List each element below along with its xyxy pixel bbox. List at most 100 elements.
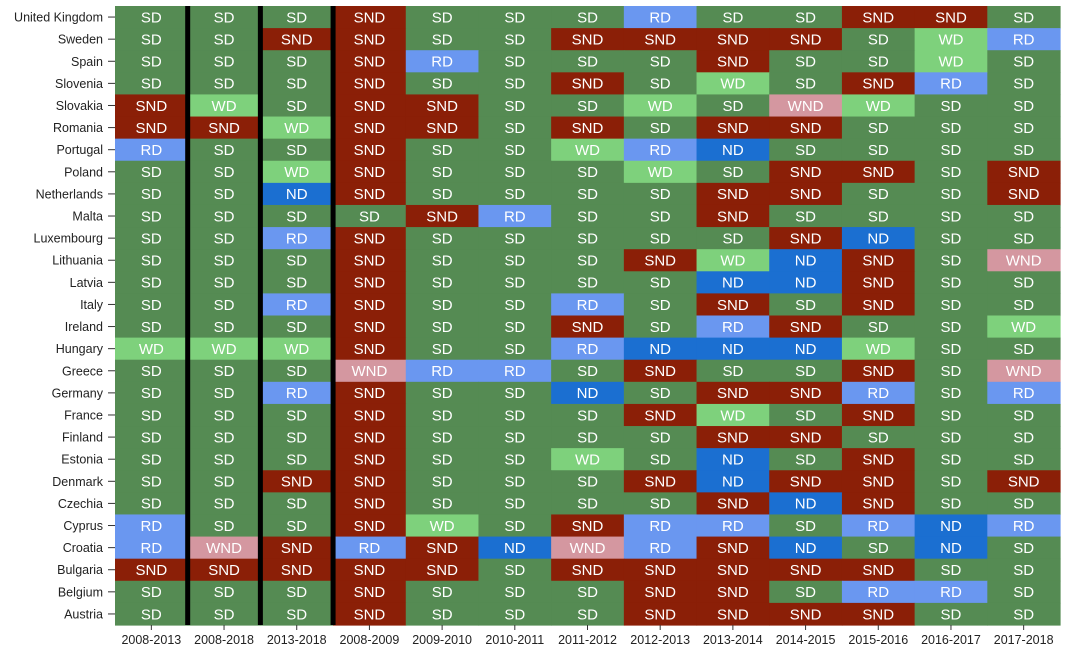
heatmap-cell [769, 116, 843, 140]
cell-value-label: SD [795, 518, 816, 535]
cell-value-label: SD [941, 319, 962, 336]
heatmap-cell [405, 602, 480, 626]
heatmap-cell [987, 204, 1061, 228]
cell-value-label: SD [941, 363, 962, 380]
heatmap-cell [987, 293, 1061, 317]
heatmap-cell [696, 448, 770, 471]
heatmap-cell [769, 182, 843, 206]
heatmap-cell [260, 359, 334, 383]
cell-value-label: WND [788, 98, 824, 115]
cell-value-label: SND [644, 562, 676, 579]
cell-value-label: SD [141, 275, 162, 292]
heatmap-cell [914, 337, 988, 361]
cell-value-label: SD [432, 452, 453, 469]
cell-value-label: SD [141, 474, 162, 491]
cell-value-label: SD [141, 363, 162, 380]
heatmap-cell [187, 337, 261, 361]
heatmap-cell [260, 558, 334, 582]
cell-value-label: SD [214, 385, 235, 402]
heatmap-cell [769, 470, 843, 493]
cell-value-label: SD [214, 54, 235, 71]
heatmap-cell [696, 580, 770, 604]
cell-value-label: SND [717, 54, 749, 71]
heatmap-cell [914, 315, 988, 339]
heatmap-cell [914, 227, 988, 250]
cell-value-label: SD [722, 9, 743, 26]
heatmap-cell [333, 448, 407, 471]
cell-value-label: SD [504, 584, 525, 601]
row-label: Portugal [56, 143, 103, 157]
heatmap-cell [841, 381, 916, 405]
cell-value-label: SND [644, 606, 676, 623]
cell-value-label: WD [720, 253, 745, 270]
cell-value-label: SD [141, 208, 162, 225]
cell-value-label: SND [862, 407, 894, 424]
heatmap-cell [769, 72, 843, 96]
heatmap-cell [551, 403, 625, 427]
heatmap-cell [115, 116, 189, 140]
heatmap-cell [187, 227, 261, 250]
cell-value-label: SD [504, 474, 525, 491]
cell-value-label: SD [577, 230, 598, 247]
heatmap-cell [696, 116, 770, 140]
heatmap-cell [405, 580, 480, 604]
heatmap-cell [987, 359, 1061, 383]
cell-value-label: SD [504, 562, 525, 579]
heatmap-cell [769, 337, 843, 361]
cell-value-label: SD [577, 606, 598, 623]
row-label: Slovenia [55, 77, 103, 91]
heatmap-cell [987, 182, 1061, 206]
cell-value-label: RD [504, 363, 526, 380]
column-label: 2015-2016 [848, 633, 908, 647]
row-label: Luxembourg [34, 232, 104, 246]
cell-value-label: SD [868, 319, 889, 336]
cell-value-label: ND [649, 341, 671, 358]
cell-value-label: SD [577, 496, 598, 513]
heatmap-cell [623, 6, 698, 29]
cell-value-label: RD [867, 584, 889, 601]
column-label: 2011-2012 [558, 633, 617, 647]
heatmap-cell [696, 536, 770, 560]
heatmap-cell [115, 337, 189, 361]
heatmap-cell [987, 514, 1061, 538]
heatmap-cell [333, 6, 407, 29]
cell-value-label: SD [214, 518, 235, 535]
cell-value-label: SD [941, 606, 962, 623]
cell-value-label: SD [432, 186, 453, 203]
cell-value-label: SD [141, 297, 162, 314]
row-label: Estonia [61, 453, 103, 467]
heatmap-cell [333, 138, 407, 162]
cell-value-label: SND [790, 164, 822, 181]
heatmap-cell [551, 94, 625, 118]
cell-value-label: SD [941, 474, 962, 491]
cell-value-label: SD [286, 98, 307, 115]
cell-value-label: SD [504, 297, 525, 314]
cell-value-label: SD [577, 253, 598, 270]
heatmap-cell [914, 381, 988, 405]
cell-value-label: SD [141, 429, 162, 446]
row-label: Belgium [58, 585, 103, 599]
heatmap-cell [696, 514, 770, 538]
cell-value-label: SD [795, 208, 816, 225]
cell-value-label: RD [504, 208, 526, 225]
cell-value-label: SD [722, 164, 743, 181]
heatmap-cell [115, 138, 189, 162]
heatmap-cell [187, 403, 261, 427]
cell-value-label: SD [504, 164, 525, 181]
cell-value-label: ND [577, 385, 599, 402]
heatmap-cell [551, 580, 625, 604]
heatmap-cell [841, 50, 916, 73]
cell-value-label: SND [208, 120, 240, 137]
cell-value-label: SD [577, 275, 598, 292]
cell-value-label: SND [354, 98, 386, 115]
row-label: Spain [71, 55, 103, 69]
column-label: 2008-2009 [340, 633, 400, 647]
cell-value-label: WD [284, 120, 309, 137]
cell-value-label: SD [1013, 98, 1034, 115]
cell-value-label: SD [650, 319, 671, 336]
cell-value-label: SD [432, 31, 453, 48]
cell-value-label: ND [795, 275, 817, 292]
cell-value-label: WD [938, 31, 963, 48]
heatmap-cell [914, 271, 988, 294]
heatmap-cell [623, 50, 698, 73]
